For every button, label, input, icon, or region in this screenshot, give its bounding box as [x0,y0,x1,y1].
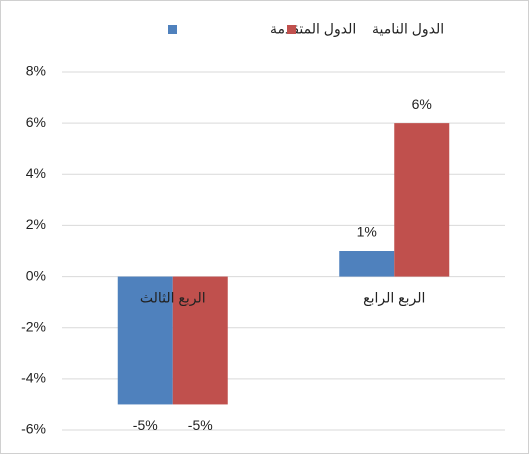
y-tick-label: 8% [26,63,46,79]
y-tick-label: -2% [21,318,46,334]
legend-label: الدول المتقدمة [270,21,356,38]
legend-label: الدول النامية [372,21,444,38]
bar [172,276,228,405]
data-label: -5% [188,417,213,433]
y-tick-label: -4% [21,370,46,386]
bar [339,251,395,277]
y-tick-label: -6% [21,421,46,437]
bar [117,276,173,405]
y-tick-label: 2% [26,216,46,232]
bar [394,123,450,277]
y-tick-label: 6% [26,114,46,130]
data-label: 1% [357,224,377,240]
x-tick-label: الربع الرابع [363,289,425,306]
legend-swatch [168,25,177,34]
data-label: 6% [412,96,432,112]
data-label: -5% [133,417,158,433]
legend-swatch [287,25,296,34]
y-tick-label: 0% [26,267,46,283]
x-tick-label: الربع الثالث [140,289,206,306]
y-tick-label: 4% [26,165,46,181]
